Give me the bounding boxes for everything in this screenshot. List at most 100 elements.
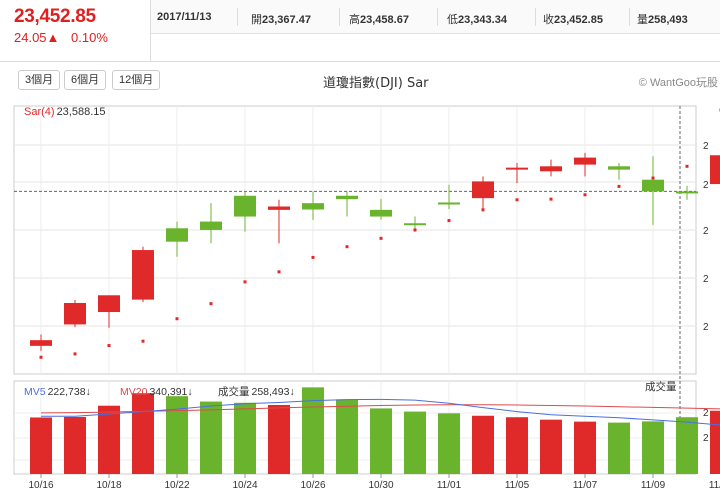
sar-dot	[583, 193, 587, 197]
volume-axis-title: 成交量	[645, 380, 677, 393]
volume-bar	[234, 402, 256, 474]
x-tick-label: 11/07	[573, 480, 598, 491]
x-tick-label: 10/26	[300, 480, 325, 491]
y-tick-label: 2	[703, 408, 709, 419]
mv5-legend: MV5 222,738↓	[24, 386, 91, 398]
volume-bar	[98, 405, 120, 474]
candle-body	[132, 250, 154, 300]
volume-bar	[574, 421, 596, 474]
y-tick-label: 2	[703, 433, 709, 444]
candle-body	[268, 206, 290, 210]
x-tick-label: 11/09	[641, 480, 666, 491]
sar-dots	[39, 108, 720, 359]
sar-dot	[481, 208, 485, 212]
candle-body	[506, 167, 528, 170]
candle-body	[676, 191, 698, 194]
x-tick-label: 11/01	[437, 480, 462, 491]
sar-dot	[243, 280, 247, 284]
volume-bar	[370, 408, 392, 474]
sar-dot	[379, 236, 383, 240]
candle-body	[710, 155, 720, 185]
volume-bars	[30, 387, 720, 474]
candle-body	[608, 166, 630, 170]
volume-bar	[132, 393, 154, 474]
sar-dot	[515, 198, 519, 202]
sar-dot	[651, 176, 655, 180]
candle-body	[540, 166, 562, 172]
header-divider	[150, 0, 151, 62]
quote-high: 高23,458.67	[349, 14, 409, 26]
sar-dot	[73, 352, 77, 356]
price-change: 24.05▲	[14, 30, 60, 45]
volume-bar	[166, 396, 188, 474]
sar-dot	[311, 255, 315, 259]
sar-dot	[39, 355, 43, 359]
quote-date: 2017/11/13	[157, 11, 212, 23]
volume-bar	[268, 404, 290, 474]
price-change-pct: 0.10%	[71, 30, 108, 45]
quote-open: 開23,367.47	[251, 14, 311, 26]
candle-body	[234, 195, 256, 217]
x-axis: 10/16 10/18 10/22 10/24 10/26 10/30 11/01 11/05…	[28, 474, 720, 491]
quote-volume: 量258,493	[637, 14, 688, 26]
quote-separator	[535, 8, 536, 26]
range-6m-button[interactable]: 6個月	[64, 70, 107, 90]
sar-dot	[107, 344, 111, 348]
volume-bar	[710, 410, 720, 474]
y-tick-label: 2	[703, 180, 709, 191]
volume-bar	[506, 417, 528, 474]
range-3m-button[interactable]: 3個月	[18, 70, 61, 90]
price-panel-frame	[13, 105, 697, 375]
quote-separator	[237, 8, 238, 26]
quote-strip: 2017/11/13 開23,367.47 高23,458.67 低23,343…	[151, 0, 720, 34]
candle-body	[302, 203, 324, 210]
volume-bar	[200, 401, 222, 474]
volume-bar	[608, 422, 630, 474]
candle-body	[574, 157, 596, 165]
sar-dot	[685, 164, 689, 168]
volume-bar	[642, 421, 664, 474]
sar-legend: Sar(4) 23,588.15	[24, 106, 106, 118]
candle-body	[166, 228, 188, 242]
vol-legend: 成交量 258,493↓	[218, 385, 295, 398]
x-tick-label: 10/22	[164, 480, 189, 491]
volume-bar	[472, 415, 494, 474]
x-tick-label: 10/30	[368, 480, 393, 491]
candle-body	[336, 195, 358, 200]
candle-body	[64, 302, 86, 325]
range-12m-button[interactable]: 12個月	[112, 70, 161, 90]
volume-bar	[438, 413, 460, 474]
candle-body	[438, 202, 460, 205]
candle-body	[30, 340, 52, 346]
volume-bar	[30, 417, 52, 474]
volume-bar	[336, 399, 358, 474]
y-tick-label: 2	[703, 226, 709, 237]
chart-toolbar: 3個月 6個月 12個月 道瓊指數(DJI) Sar © WantGoo玩股	[0, 62, 720, 98]
last-price: 23,452.85	[14, 6, 96, 27]
sar-dot	[447, 219, 451, 223]
candle-body	[370, 209, 392, 217]
sar-dot	[413, 228, 417, 232]
price-chart: Sar(4) 23,588.15 MV5 222,738↓ MV20 340,391↓…	[13, 105, 720, 491]
price-box: 23,452.85 24.05▲ 0.10%	[14, 6, 150, 45]
watermark: © WantGoo玩股	[638, 77, 718, 89]
x-tick-label: 10/16	[28, 480, 53, 491]
sar-dot	[141, 339, 145, 343]
candle-body	[404, 223, 426, 226]
volume-bar	[404, 411, 426, 474]
quote-separator	[339, 8, 340, 26]
quote-header: 23,452.85 24.05▲ 0.10% 2017/11/13 開23,36…	[0, 0, 720, 62]
quote-separator	[629, 8, 630, 26]
volume-bar	[540, 419, 562, 474]
y-tick-label: 2	[703, 322, 709, 333]
chart-labels: Sar(4) 23,588.15 MV5 222,738↓ MV20 340,391↓…	[24, 106, 677, 398]
quote-separator	[437, 8, 438, 26]
quote-low: 低23,343.34	[447, 14, 507, 26]
candle-body	[98, 295, 120, 313]
sar-dot	[617, 184, 621, 188]
mv5-line	[41, 398, 720, 426]
x-tick-label: 11/05	[505, 480, 530, 491]
candles	[30, 152, 720, 351]
y-axis: 2 2 2 2 2 2 2	[703, 141, 709, 444]
sar-dot	[209, 302, 213, 306]
